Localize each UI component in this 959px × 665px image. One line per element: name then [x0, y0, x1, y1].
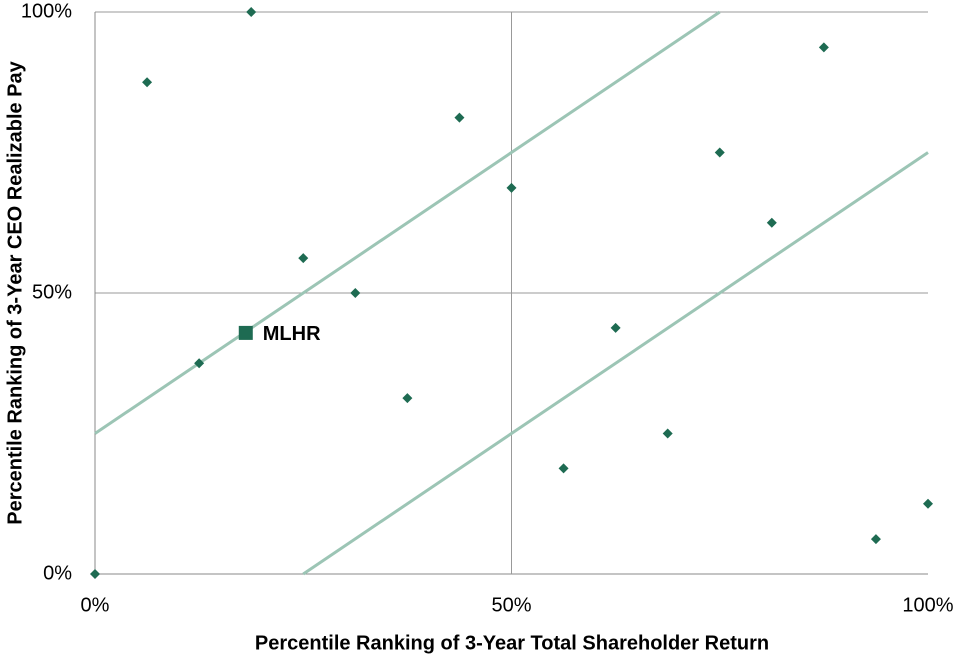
point	[350, 288, 361, 298]
x-axis-title: Percentile Ranking of 3-Year Total Share…	[255, 632, 769, 654]
point	[662, 428, 673, 439]
x-tick-label: 100%	[902, 594, 953, 616]
point	[870, 534, 881, 545]
point	[454, 112, 465, 123]
reference-line	[94, 10, 721, 435]
reference-line	[302, 151, 929, 576]
point-label: MLHR	[263, 323, 321, 345]
x-tick-label: 0%	[81, 594, 110, 616]
x-tick-label: 50%	[491, 594, 531, 616]
point	[714, 147, 725, 158]
point	[402, 393, 413, 404]
point	[610, 322, 621, 333]
point	[298, 253, 309, 264]
point	[923, 498, 933, 509]
point	[766, 217, 777, 228]
point	[506, 182, 517, 193]
point	[142, 77, 153, 88]
y-axis-title: Percentile Ranking of 3-Year CEO Realiza…	[4, 60, 26, 524]
point	[238, 325, 253, 340]
y-tick-label: 0%	[43, 562, 72, 584]
point	[558, 463, 569, 474]
y-tick-label: 100%	[21, 0, 72, 22]
point	[818, 42, 829, 53]
y-tick-label: 50%	[32, 281, 72, 303]
point	[194, 358, 205, 369]
point	[90, 569, 100, 579]
point	[246, 7, 257, 17]
